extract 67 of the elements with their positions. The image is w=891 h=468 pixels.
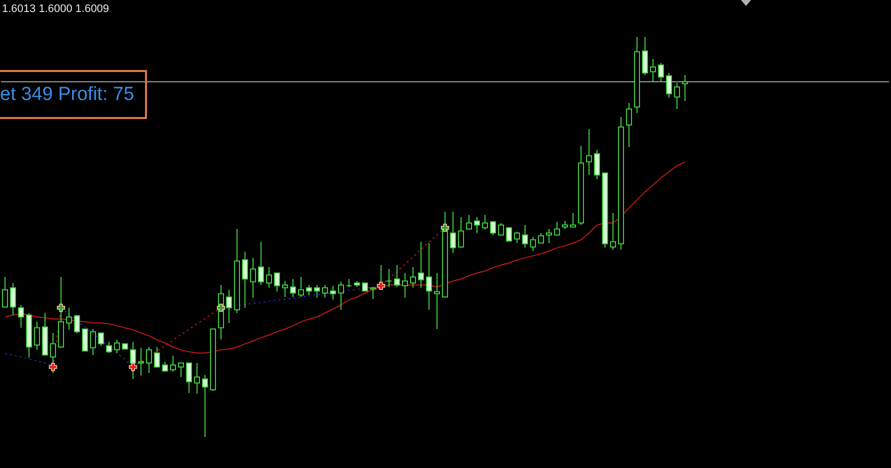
candlestick: [306, 284, 312, 296]
candlestick: [394, 264, 400, 288]
point: [56, 304, 66, 312]
candlestick: [290, 278, 296, 298]
candlestick: [106, 341, 112, 354]
candlestick: [10, 282, 16, 316]
candlestick: [418, 241, 424, 288]
candlestick: [18, 304, 24, 328]
candlestick: [594, 149, 600, 180]
candlestick: [186, 362, 192, 394]
candlestick: [114, 339, 120, 354]
candlestick: [610, 212, 616, 250]
candlestick: [434, 272, 440, 330]
candlestick: [274, 272, 280, 292]
candlestick: [546, 228, 552, 244]
candlestick: [674, 82, 680, 110]
candlestick: [258, 241, 264, 286]
candlestick: [386, 268, 392, 288]
candlestick: [338, 281, 344, 310]
candlestick: [666, 72, 672, 98]
candlestick: [314, 284, 320, 298]
candlestick: [370, 287, 376, 300]
candlestick: [570, 212, 576, 228]
candlestick: [34, 321, 40, 350]
candlestick: [642, 36, 648, 76]
candlestick: [650, 58, 656, 82]
candlestick: [506, 226, 512, 242]
candlestick: [50, 332, 56, 374]
candlestick: [250, 257, 256, 298]
candlestick: [458, 216, 464, 248]
candlestick: [298, 276, 304, 298]
candlestick: [282, 280, 288, 298]
candlestick: [98, 332, 104, 346]
candlestick: [242, 251, 248, 308]
candlestick: [410, 266, 416, 288]
candlestick: [682, 74, 688, 102]
candlestick: [402, 272, 408, 298]
text: 1.6013 1.6000 1.6009: [2, 3, 110, 15]
candlestick: [658, 62, 664, 82]
candlestick: [482, 214, 488, 230]
candlestick: [266, 266, 272, 288]
candlestick: [90, 328, 96, 356]
candlestick: [538, 232, 544, 244]
candlestick: [330, 285, 336, 300]
candlestick: [498, 222, 504, 236]
candlestick: [322, 284, 328, 298]
candlestick: [426, 242, 432, 310]
candlestick: [194, 362, 200, 394]
candlestick: [74, 314, 80, 334]
candlestick: [522, 224, 528, 248]
candlestick: [450, 211, 456, 254]
point: [440, 224, 450, 232]
candlestick: [466, 214, 472, 230]
candlestick: [554, 221, 560, 236]
candlestick: [226, 289, 232, 324]
candlestick: [490, 220, 496, 236]
candlestick: [530, 236, 536, 252]
candlestick: [474, 216, 480, 234]
point: [48, 362, 58, 372]
candlestick: [586, 128, 592, 176]
candlestick: [66, 307, 72, 330]
candlestick: [514, 231, 520, 244]
candlestick: [82, 328, 88, 352]
point: [376, 282, 386, 290]
candlestick: [202, 374, 208, 438]
candlestick: [626, 102, 632, 148]
annotation: et 349 Profit: 75: [0, 70, 147, 119]
